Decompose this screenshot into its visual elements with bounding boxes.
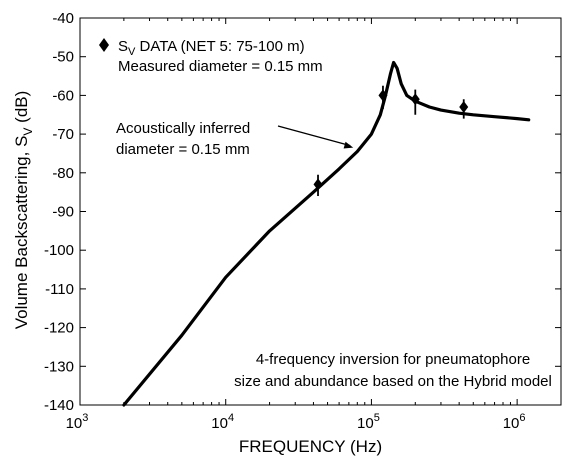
x-tick-base: 10 [66,415,83,432]
y-tick-label: -60 [52,87,74,104]
inversion-note-line1: 4-frequency inversion for pneumatophore [256,351,530,368]
x-tick-base: 10 [357,415,374,432]
x-tick-base: 10 [211,415,228,432]
x-tick-label: 105 [357,412,380,432]
y-tick-label: -70 [52,126,74,143]
arrow-label-line2: diameter = 0.15 mm [116,141,250,158]
x-tick-label: 104 [211,412,234,432]
legend-entry: SV DATA (NET 5: 75-100 m) [118,38,305,58]
x-tick-base: 10 [503,415,520,432]
legend-text-rest: DATA (NET 5: 75-100 m) [135,38,304,55]
y-axis-label: Volume Backscattering, SV (dB) [12,91,35,330]
x-tick-label: 106 [503,412,526,432]
annotation-arrow-head [343,141,354,149]
data-points-group [313,85,469,197]
x-tick-exponent: 6 [519,412,525,424]
x-tick-exponent: 3 [82,412,88,424]
y-axis-label-unit: (dB) [12,91,31,128]
legend-text-subscript: V [128,46,136,58]
data-point-diamond [459,101,469,114]
axis-labels: FREQUENCY (Hz) Volume Backscattering, SV … [12,91,382,456]
y-tick-label: -90 [52,204,74,221]
y-tick-label: -130 [44,358,74,375]
legend-marker-diamond [99,38,109,52]
x-tick-exponent: 5 [374,412,380,424]
y-tick-label: -120 [44,320,74,337]
x-axis-label: FREQUENCY (Hz) [239,437,382,456]
y-tick-label: -80 [52,165,74,182]
arrow-label-line1: Acoustically inferred [116,120,250,137]
y-axis-label-subscript: V [21,128,35,136]
plot-area [79,17,562,406]
y-tick-label: -100 [44,242,74,259]
x-tick-label: 103 [66,412,89,432]
y-tick-label: -40 [52,10,74,27]
y-tick-label: -50 [52,49,74,66]
x-tick-exponent: 4 [228,412,234,424]
legend-measured-diameter: Measured diameter = 0.15 mm [118,58,323,75]
y-tick-label: -140 [44,397,74,414]
axis-ticks: -40-50-60-70-80-90-100-110-120-130-14010… [44,10,562,432]
annotation-arrow-line [277,125,351,147]
data-point-diamond [378,89,388,102]
y-axis-label-main: Volume Backscattering, S [12,136,31,330]
data-point-diamond [410,93,420,106]
data-point-diamond [313,178,323,191]
annotations: SV DATA (NET 5: 75-100 m)Measured diamet… [99,38,552,390]
legend-text-main: S [118,38,128,55]
y-tick-label: -110 [45,281,74,298]
inversion-note-line2: size and abundance based on the Hybrid m… [234,373,552,390]
